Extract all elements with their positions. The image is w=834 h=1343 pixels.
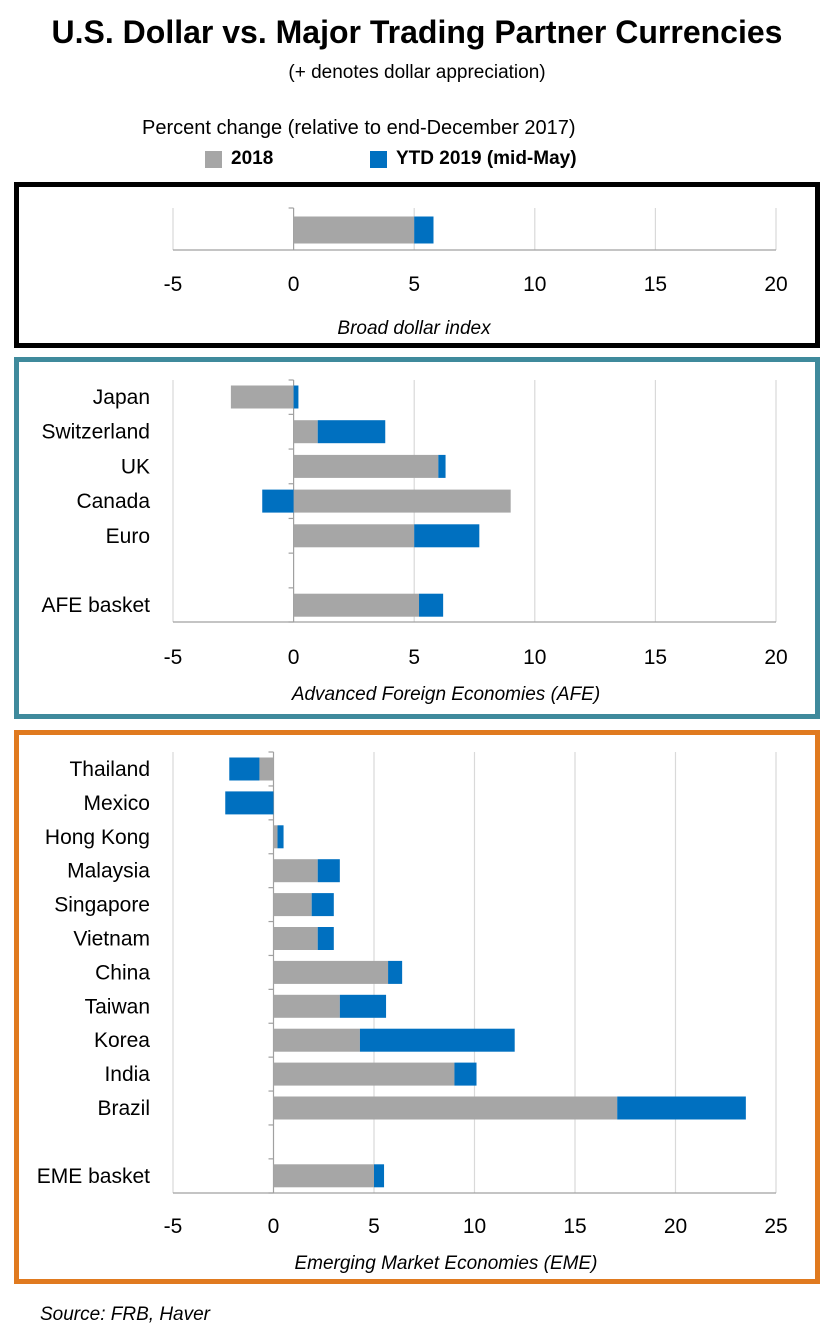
eme-category-label-mexico: Mexico (83, 792, 150, 815)
legend-label-2018: 2018 (231, 148, 274, 169)
afe-category-label-japan: Japan (93, 386, 150, 409)
afe-bar-afe-basket-2018 (293, 593, 420, 617)
eme-bar-india-2018 (273, 1062, 455, 1086)
eme-category-label-china: China (95, 961, 150, 984)
afe-tick-label: 20 (764, 646, 787, 669)
eme-tick-label: 5 (368, 1215, 380, 1238)
legend-swatch-2019 (370, 150, 387, 168)
percent-change-label: Percent change (relative to end-December… (142, 117, 576, 139)
eme-bar-china-2018 (273, 960, 389, 984)
broad-bar-blank-2018 (293, 216, 415, 244)
broad-tick-label: 5 (408, 273, 420, 296)
eme-bar-taiwan-2018 (273, 994, 340, 1018)
eme-panel-title: Emerging Market Economies (EME) (294, 1253, 597, 1274)
eme-tick-label: 20 (664, 1215, 687, 1238)
eme-bar-india-2019 (454, 1062, 477, 1086)
eme-category-label-thailand: Thailand (69, 758, 150, 781)
eme-bar-malaysia-2019 (317, 859, 340, 883)
afe-bar-euro-2019 (414, 524, 480, 548)
eme-category-label-eme-basket: EME basket (37, 1165, 150, 1188)
eme-bar-malaysia-2018 (273, 859, 318, 883)
broad-chart: -5 0 5 10 15 20 Broad dollar index (164, 207, 788, 339)
afe-bar-japan-2019 (293, 385, 299, 409)
afe-bar-switzerland-2018 (293, 420, 318, 444)
broad-panel-title: Broad dollar index (337, 318, 492, 339)
afe-chart: Japan Switzerland UK Canada Euro AFE basket -5… (41, 379, 788, 705)
afe-bar-euro-2018 (293, 524, 415, 548)
afe-bar-uk-2019 (438, 454, 446, 478)
afe-category-label-uk: UK (121, 455, 150, 478)
eme-bar-korea-2019 (359, 1028, 515, 1052)
afe-bar-uk-2018 (293, 454, 439, 478)
eme-category-label-brazil: Brazil (97, 1097, 150, 1120)
eme-tick-label: 0 (268, 1215, 280, 1238)
afe-tick-label: 0 (288, 646, 300, 669)
eme-chart: Thailand Mexico Hong Kong Malaysia Singapore… (37, 751, 788, 1274)
eme-bar-thailand-2018 (259, 757, 274, 781)
afe-tick-label: 5 (408, 646, 420, 669)
afe-category-label-afe-basket: AFE basket (41, 594, 150, 617)
eme-category-label-korea: Korea (94, 1029, 150, 1052)
eme-bar-vietnam-2018 (273, 927, 318, 950)
eme-bar-vietnam-2019 (317, 927, 334, 950)
afe-tick-label: -5 (164, 646, 183, 669)
broad-tick-label: 0 (288, 273, 300, 296)
broad-dollar-panel (14, 182, 820, 348)
afe-panel (14, 357, 820, 719)
broad-tick-label: -5 (164, 273, 183, 296)
afe-tick-label: 15 (644, 646, 667, 669)
eme-bar-brazil-2019 (617, 1096, 746, 1120)
legend-swatch-2018 (205, 150, 222, 168)
eme-bar-singapore-2019 (311, 893, 334, 917)
broad-bar-blank-2019 (414, 216, 434, 244)
eme-category-label-singapore: Singapore (54, 894, 150, 917)
afe-category-label-canada: Canada (76, 490, 150, 513)
legend-item-2019: YTD 2019 (mid-May) (370, 148, 577, 170)
eme-tick-label: 15 (563, 1215, 586, 1238)
eme-category-label-hong-kong: Hong Kong (45, 826, 150, 849)
afe-panel-title: Advanced Foreign Economies (AFE) (291, 684, 600, 705)
eme-panel (14, 730, 820, 1284)
afe-bar-afe-basket-2019 (419, 593, 444, 617)
eme-bar-korea-2018 (273, 1028, 360, 1052)
afe-category-label-switzerland: Switzerland (41, 421, 150, 444)
eme-tick-label: 10 (463, 1215, 486, 1238)
eme-category-label-india: India (104, 1063, 150, 1086)
afe-tick-label: 10 (523, 646, 546, 669)
eme-bar-hong-kong-2018 (273, 825, 278, 849)
chart-subtitle: (+ denotes dollar appreciation) (288, 62, 546, 83)
eme-tick-label: 25 (764, 1215, 787, 1238)
eme-category-label-malaysia: Malaysia (67, 860, 150, 883)
eme-category-label-vietnam: Vietnam (73, 928, 150, 951)
afe-category-label-euro: Euro (106, 525, 150, 548)
chart-title: U.S. Dollar vs. Major Trading Partner Cu… (51, 14, 783, 50)
eme-category-label-taiwan: Taiwan (85, 995, 150, 1018)
eme-bar-brazil-2018 (273, 1096, 618, 1120)
broad-tick-label: 20 (764, 273, 787, 296)
source-note: Source: FRB, Haver (40, 1304, 210, 1325)
eme-bar-thailand-2019 (229, 757, 260, 781)
afe-bar-canada-2018 (293, 489, 511, 513)
eme-bar-hong-kong-2019 (277, 825, 284, 849)
eme-bar-mexico-2019 (225, 791, 274, 815)
eme-bar-china-2019 (388, 960, 403, 984)
eme-tick-label: -5 (164, 1215, 183, 1238)
legend-label-2019: YTD 2019 (mid-May) (396, 148, 577, 169)
afe-bar-canada-2019 (262, 489, 294, 513)
legend-item-2018: 2018 (205, 148, 273, 170)
eme-bar-eme-basket-2018 (273, 1164, 374, 1188)
broad-tick-label: 10 (523, 273, 546, 296)
eme-bar-eme-basket-2019 (374, 1164, 385, 1188)
afe-bar-switzerland-2019 (317, 420, 386, 444)
eme-bar-singapore-2018 (273, 893, 312, 917)
broad-tick-label: 15 (644, 273, 667, 296)
eme-bar-taiwan-2019 (339, 994, 387, 1018)
afe-bar-japan-2018 (230, 385, 294, 409)
